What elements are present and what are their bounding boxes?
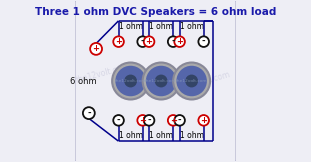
- Circle shape: [198, 115, 209, 126]
- Text: +: +: [146, 37, 153, 46]
- Text: Three 1 ohm DVC Speakers = 6 ohm load: Three 1 ohm DVC Speakers = 6 ohm load: [35, 7, 276, 17]
- Text: -: -: [178, 116, 181, 125]
- Circle shape: [144, 36, 154, 47]
- Circle shape: [146, 66, 176, 96]
- Text: +: +: [115, 37, 122, 46]
- Circle shape: [198, 36, 209, 47]
- Circle shape: [168, 115, 179, 126]
- Circle shape: [90, 43, 102, 55]
- Circle shape: [185, 75, 198, 87]
- Circle shape: [113, 36, 124, 47]
- Text: +: +: [170, 116, 177, 125]
- Circle shape: [115, 66, 146, 96]
- FancyBboxPatch shape: [74, 0, 237, 162]
- Circle shape: [173, 63, 210, 99]
- Text: 1 ohm: 1 ohm: [118, 22, 143, 31]
- Circle shape: [144, 115, 154, 126]
- Text: the12volt.com: the12volt.com: [75, 62, 130, 84]
- Circle shape: [143, 63, 179, 99]
- Circle shape: [176, 66, 207, 96]
- Text: +: +: [139, 116, 146, 125]
- Text: 1 ohm: 1 ohm: [180, 131, 204, 140]
- Circle shape: [113, 115, 124, 126]
- Text: the12volt.com: the12volt.com: [115, 79, 146, 83]
- Text: 1 ohm: 1 ohm: [118, 131, 143, 140]
- Text: 1 ohm: 1 ohm: [149, 22, 173, 31]
- Text: 1 ohm: 1 ohm: [149, 131, 173, 140]
- Circle shape: [137, 36, 148, 47]
- Text: -: -: [202, 37, 206, 46]
- Text: -: -: [147, 116, 151, 125]
- Text: -: -: [87, 109, 91, 118]
- Text: +: +: [200, 116, 207, 125]
- Text: -: -: [141, 37, 145, 46]
- Circle shape: [174, 36, 185, 47]
- Text: the12volt.com: the12volt.com: [145, 79, 177, 83]
- Text: the12volt.com: the12volt.com: [128, 69, 183, 93]
- Circle shape: [112, 63, 149, 99]
- Text: -: -: [171, 37, 175, 46]
- Text: +: +: [93, 44, 100, 53]
- Text: the12volt.com: the12volt.com: [176, 79, 207, 83]
- Circle shape: [155, 75, 168, 87]
- Text: the12volt.com: the12volt.com: [176, 69, 231, 93]
- Circle shape: [83, 107, 95, 119]
- Circle shape: [168, 36, 179, 47]
- Text: -: -: [117, 116, 120, 125]
- Text: 6 ohm: 6 ohm: [70, 76, 96, 86]
- Circle shape: [137, 115, 148, 126]
- Text: 1 ohm: 1 ohm: [180, 22, 204, 31]
- Circle shape: [174, 115, 185, 126]
- Circle shape: [124, 75, 137, 87]
- Text: +: +: [176, 37, 183, 46]
